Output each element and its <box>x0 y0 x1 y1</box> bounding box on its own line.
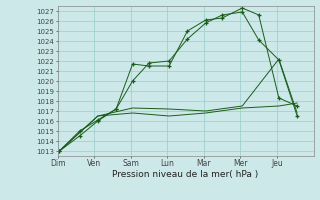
X-axis label: Pression niveau de la mer( hPa ): Pression niveau de la mer( hPa ) <box>112 170 259 179</box>
